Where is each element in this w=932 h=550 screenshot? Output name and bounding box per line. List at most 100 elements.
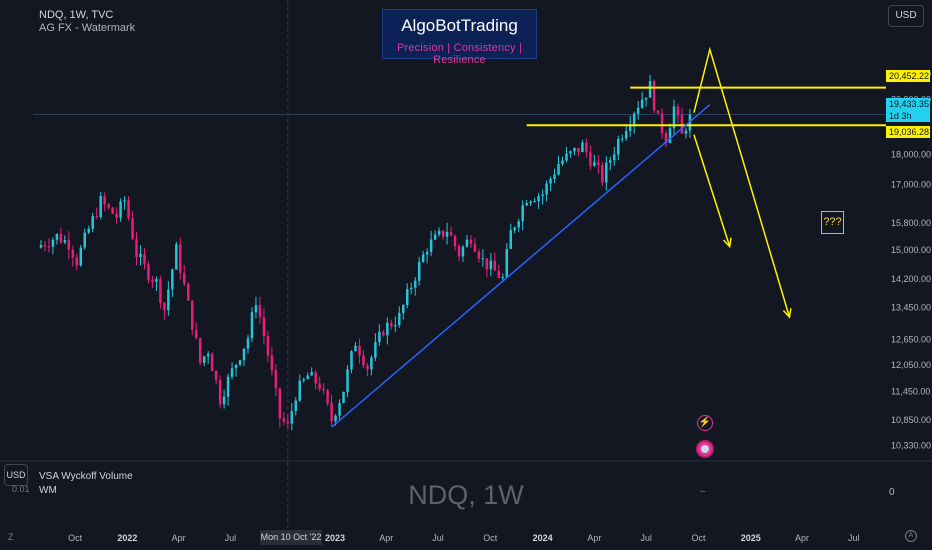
price-label-last: 19,433.35 (886, 98, 930, 110)
x-tick-label: Jul (640, 533, 652, 543)
candle-body (501, 276, 505, 278)
candle-body (63, 240, 67, 243)
candle-body (453, 235, 457, 247)
candle-body (489, 260, 493, 270)
candle-body (417, 261, 421, 281)
x-tick-label: Jul (432, 533, 444, 543)
candle-body (672, 106, 676, 129)
candle-body (378, 331, 381, 343)
candle-body (322, 388, 325, 391)
indicator-legend: VSA Wyckoff Volume WM (39, 470, 133, 498)
x-tick-label: Oct (691, 533, 706, 543)
currency-button[interactable]: USD (888, 5, 924, 27)
candle-body (465, 239, 469, 247)
y-tick-label: 12,050.00 (891, 360, 931, 370)
candle-body (386, 322, 389, 336)
candle-body (585, 142, 588, 153)
candle-body (254, 305, 258, 313)
candle-body (609, 160, 612, 163)
candle-body (656, 110, 660, 114)
candle-body (481, 258, 485, 260)
countdown-label: 1d 3h (886, 110, 930, 122)
candle-body (71, 249, 75, 258)
candle-body (613, 154, 616, 161)
brand-title: AlgoBotTrading (401, 16, 518, 35)
candle-body (684, 130, 688, 134)
candle-body (497, 270, 501, 278)
candle-body (561, 160, 564, 164)
candle-body (409, 287, 413, 290)
candle-body (402, 305, 405, 313)
candle-body (652, 81, 656, 111)
candle-body (294, 400, 298, 412)
x-tick-label: 2022 (117, 533, 137, 543)
candle-body (545, 183, 548, 195)
candle-body (47, 246, 51, 248)
candle-body (505, 248, 509, 277)
x-tick-label: Apr (587, 533, 601, 543)
y-tick-label: 15,800.00 (891, 218, 931, 228)
candle-body (382, 331, 385, 336)
indicator-zero-label: 0 (889, 487, 895, 498)
candle-body (83, 232, 86, 248)
candle-body (668, 128, 672, 144)
candle-body (485, 258, 489, 270)
candle-body (151, 279, 154, 282)
candle-body (266, 335, 270, 356)
candle-body (159, 279, 162, 304)
indicator-scale-value: 0.01 (12, 484, 30, 494)
x-tick-label: Oct (68, 533, 83, 543)
candle-body (350, 351, 353, 370)
candle-body (179, 244, 182, 273)
candle-body (601, 164, 604, 183)
candle-body (282, 418, 286, 422)
flag-icon[interactable] (696, 440, 714, 458)
candle-body (338, 403, 341, 416)
candle-body (433, 234, 437, 240)
candle-body (187, 283, 190, 301)
candle-body (79, 247, 83, 266)
lightning-icon[interactable]: ⚡ (697, 415, 713, 431)
y-tick-label: 13,450.00 (891, 302, 931, 312)
candle-body (278, 388, 282, 419)
candle-body (493, 260, 497, 271)
crosshair-date-label: Mon 10 Oct '22 (260, 530, 322, 545)
x-tick-label: Jul (848, 533, 860, 543)
candle-body (67, 240, 71, 250)
symbol-info[interactable]: NDQ, 1W, TVC (39, 9, 114, 21)
candle-body (628, 124, 632, 131)
watermark-indicator-name[interactable]: AG FX - Watermark (39, 22, 136, 34)
candle-body (370, 357, 373, 370)
candle-body (270, 355, 274, 371)
zoom-icon[interactable]: Z (8, 532, 14, 542)
projection-arrowhead (722, 237, 732, 249)
candle-body (425, 251, 429, 255)
settings-icon[interactable]: A (905, 530, 917, 542)
candle-body (632, 113, 636, 125)
price-label-upper: 20,452.22 (886, 70, 930, 82)
candle-body (449, 231, 453, 236)
candle-body (318, 383, 321, 389)
candle-body (91, 216, 94, 229)
indicator-currency-button[interactable]: USD (4, 464, 28, 486)
y-tick-label: 14,200.00 (891, 274, 931, 284)
candle-body (51, 239, 55, 247)
candle-body (413, 280, 417, 288)
projection-path (693, 46, 791, 318)
y-tick-label: 11,450.00 (891, 387, 930, 397)
candle-body (131, 218, 134, 240)
candle-body (202, 356, 206, 363)
candle-body (553, 174, 556, 179)
question-annotation[interactable]: ??? (821, 211, 844, 234)
candle-body (521, 205, 524, 222)
indicator-name[interactable]: VSA Wyckoff Volume (39, 471, 133, 482)
candle-body (218, 380, 222, 405)
candle-body (573, 147, 576, 152)
candle-body (286, 421, 290, 424)
x-tick-label: Oct (483, 533, 498, 543)
chart-watermark: NDQ, 1W (408, 480, 524, 510)
candle-body (95, 216, 98, 218)
candle-body (123, 200, 126, 202)
y-tick-label: 18,000.00 (891, 150, 931, 160)
